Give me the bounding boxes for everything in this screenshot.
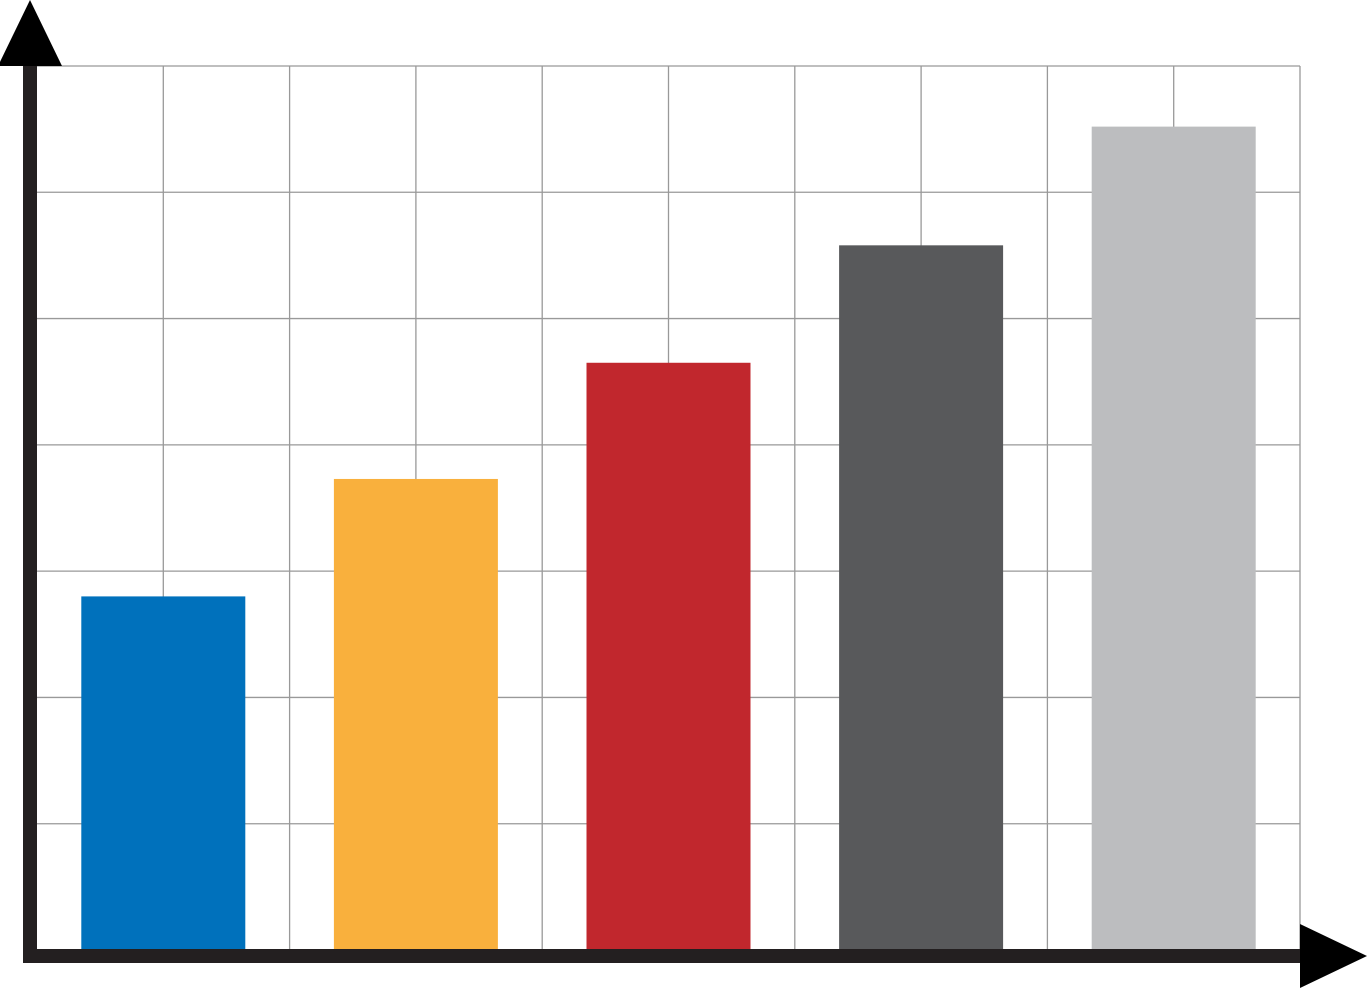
bar [1091,126,1256,951]
bar [333,478,498,950]
x-axis-arrow-icon [1300,924,1367,988]
bar [81,596,246,950]
bars [81,126,1256,951]
bar [586,362,751,950]
y-axis-arrow-icon [0,0,62,66]
bar [839,245,1004,951]
